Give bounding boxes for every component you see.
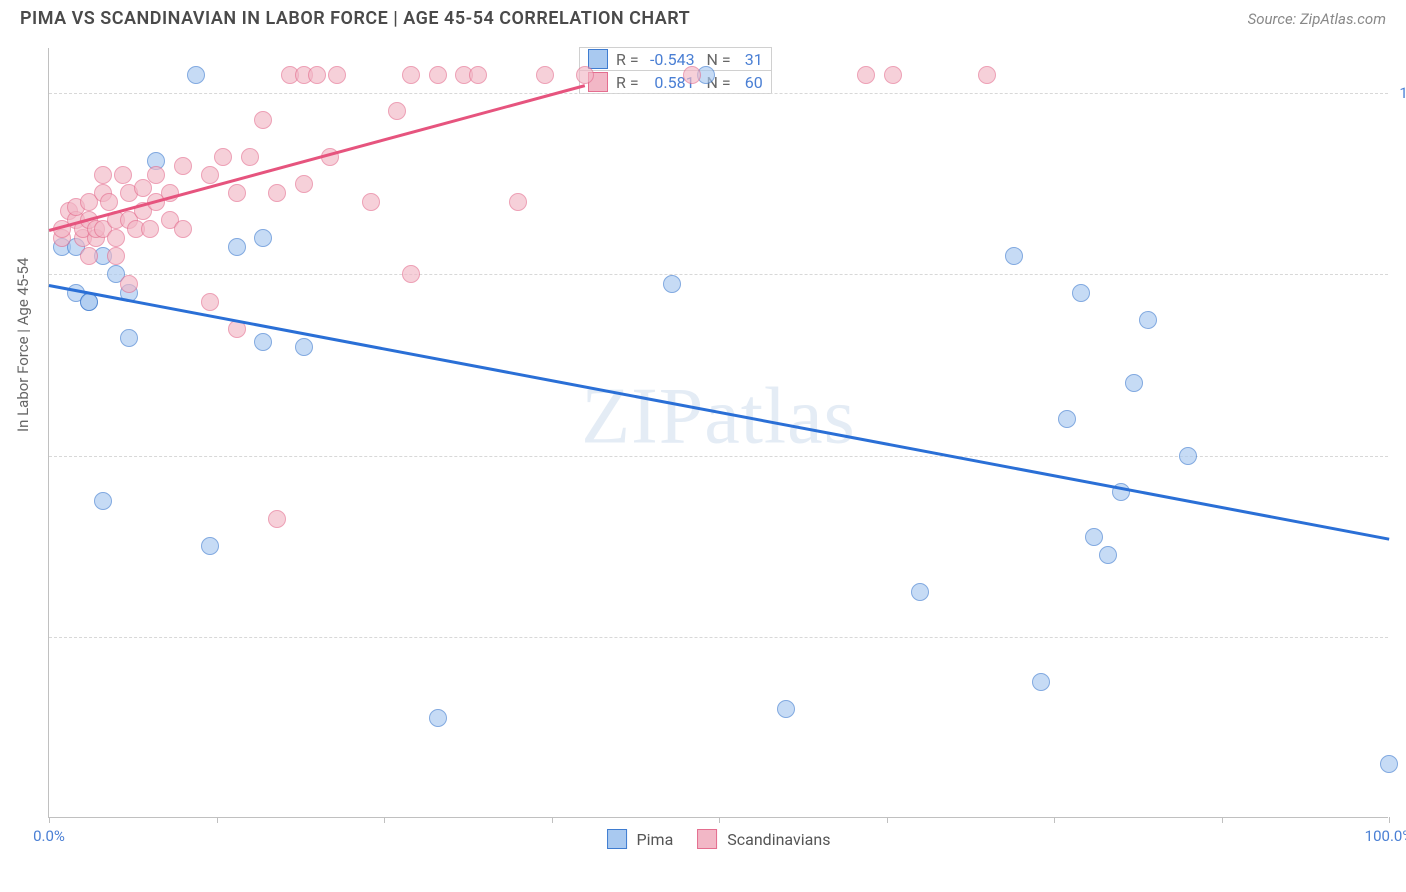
legend-label: Scandinavians [727, 830, 830, 849]
data-point [295, 175, 313, 193]
y-axis-title: In Labor Force | Age 45-54 [14, 258, 32, 432]
gridline [49, 93, 1388, 94]
n-value-pima: 31 [735, 50, 763, 69]
data-point [857, 66, 875, 84]
legend-row-scan: R = 0.581 N = 60 [579, 70, 772, 94]
data-point [536, 66, 554, 84]
data-point [201, 166, 219, 184]
x-tick [1389, 817, 1390, 823]
legend-row-pima: R = -0.543 N = 31 [579, 47, 772, 71]
data-point [978, 66, 996, 84]
y-tick-label: 100.0% [1399, 84, 1406, 102]
data-point [147, 166, 165, 184]
legend-item-scan: Scandinavians [697, 829, 830, 849]
r-label: R = [616, 50, 639, 69]
data-point [576, 66, 594, 84]
data-point [469, 66, 487, 84]
x-tick [384, 817, 385, 823]
data-point [509, 193, 527, 211]
data-point [80, 247, 98, 265]
data-point [268, 184, 286, 202]
data-point [141, 220, 159, 238]
data-point [201, 293, 219, 311]
gridline [49, 274, 1388, 275]
legend-item-pima: Pima [607, 829, 674, 849]
data-point [911, 583, 929, 601]
data-point [308, 66, 326, 84]
data-point [429, 66, 447, 84]
x-tick-label: 0.0% [33, 827, 65, 845]
swatch-scan [697, 829, 717, 849]
n-value-scan: 60 [735, 73, 763, 92]
data-point [683, 66, 701, 84]
data-point [362, 193, 380, 211]
data-point [228, 238, 246, 256]
x-tick [1054, 817, 1055, 823]
data-point [402, 66, 420, 84]
data-point [268, 510, 286, 528]
x-tick [1222, 817, 1223, 823]
data-point [241, 148, 259, 166]
chart-title: PIMA VS SCANDINAVIAN IN LABOR FORCE | AG… [20, 8, 690, 29]
data-point [328, 66, 346, 84]
r-value-pima: -0.543 [643, 50, 695, 69]
data-point [94, 492, 112, 510]
data-point [388, 102, 406, 120]
data-point [94, 166, 112, 184]
data-point [174, 157, 192, 175]
data-point [1139, 311, 1157, 329]
data-point [201, 537, 219, 555]
r-label: R = [616, 73, 639, 92]
data-point [884, 66, 902, 84]
x-tick-label: 100.0% [1365, 827, 1406, 845]
data-point [777, 700, 795, 718]
x-tick [719, 817, 720, 823]
data-point [120, 329, 138, 347]
data-point [254, 333, 272, 351]
data-point [1005, 247, 1023, 265]
series-legend: Pima Scandinavians [607, 829, 831, 849]
data-point [120, 275, 138, 293]
data-point [254, 111, 272, 129]
legend-label: Pima [637, 830, 674, 849]
correlation-legend: R = -0.543 N = 31 R = 0.581 N = 60 [579, 48, 772, 94]
data-point [100, 193, 118, 211]
data-point [663, 275, 681, 293]
data-point [1032, 673, 1050, 691]
data-point [1099, 546, 1117, 564]
data-point [1085, 528, 1103, 546]
data-point [1179, 447, 1197, 465]
data-point [295, 338, 313, 356]
data-point [187, 66, 205, 84]
data-point [1125, 374, 1143, 392]
data-point [402, 265, 420, 283]
gridline [49, 637, 1388, 638]
data-point [1058, 410, 1076, 428]
x-tick [887, 817, 888, 823]
data-point [107, 229, 125, 247]
trend-line [49, 284, 1389, 540]
trend-line [49, 84, 586, 231]
data-point [107, 247, 125, 265]
data-point [429, 709, 447, 727]
data-point [1380, 755, 1398, 773]
data-point [254, 229, 272, 247]
swatch-pima [607, 829, 627, 849]
swatch-pima [588, 49, 608, 69]
data-point [114, 166, 132, 184]
x-tick [217, 817, 218, 823]
x-tick [552, 817, 553, 823]
data-point [214, 148, 232, 166]
data-point [228, 184, 246, 202]
scatter-chart: ZIPatlas R = -0.543 N = 31 R = 0.581 N =… [48, 48, 1388, 818]
source-attribution: Source: ZipAtlas.com [1248, 10, 1386, 28]
data-point [1072, 284, 1090, 302]
watermark: ZIPatlas [581, 372, 856, 463]
x-tick [49, 817, 50, 823]
data-point [174, 220, 192, 238]
